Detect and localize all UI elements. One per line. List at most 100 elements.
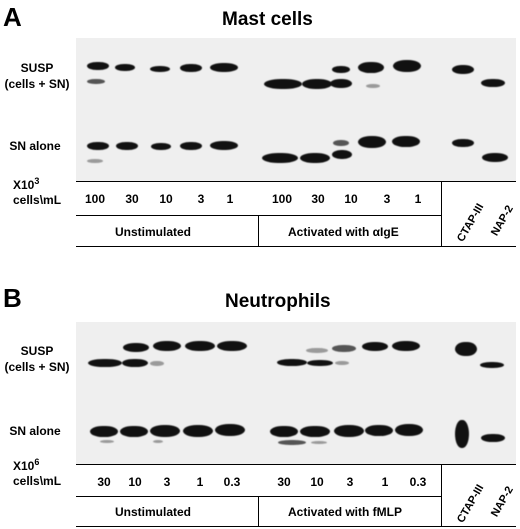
panel-b-condition-activated: Activated with fMLP — [288, 505, 403, 519]
panel-a-band — [330, 79, 352, 88]
panel-b-unit-rest: cells\mL — [13, 474, 62, 488]
panel-b-band — [332, 345, 356, 352]
panel-b-band — [455, 342, 477, 356]
panel-b-band — [311, 441, 327, 444]
panel-b-band — [365, 425, 393, 436]
panel-a-conc-2: 30 — [125, 192, 139, 206]
panel-a-band — [262, 153, 298, 163]
panel-a-band — [358, 136, 386, 148]
panel-b-conc-2: 10 — [128, 475, 142, 489]
panel-a-band — [150, 66, 170, 72]
panel-b-band — [88, 359, 122, 367]
panel-a-susp-label-line1: SUSP — [20, 61, 54, 75]
panel-b-conc-4: 1 — [196, 475, 204, 489]
panel-b-band — [362, 342, 388, 351]
panel-a-conc-6: 100 — [271, 192, 293, 206]
panel-a-band — [332, 66, 350, 73]
panel-a-conditions-separator — [258, 215, 259, 246]
panel-a-bottom-line — [76, 246, 516, 247]
panel-a-conc-8: 10 — [344, 192, 358, 206]
panel-b-band — [183, 425, 213, 437]
panel-b-susp-label-line1: SUSP — [20, 344, 54, 358]
panel-a-band — [151, 143, 171, 150]
panel-b-band — [217, 341, 247, 351]
panel-a-unit: X103 cells\mL — [13, 174, 61, 208]
panel-b-bottom-line — [76, 526, 516, 527]
panel-a-conc-7: 30 — [311, 192, 325, 206]
panel-b-band — [185, 341, 215, 351]
panel-b-conc-8: 3 — [346, 475, 354, 489]
panel-b-band — [215, 424, 245, 436]
panel-b-conc-7: 10 — [310, 475, 324, 489]
panel-a-band — [392, 136, 420, 147]
panel-b-band — [480, 362, 504, 368]
panel-b-susp-label-line2: (cells + SN) — [4, 360, 70, 374]
panel-b-band — [100, 440, 114, 443]
panel-a-band — [210, 63, 238, 72]
panel-b-conc-3: 3 — [163, 475, 171, 489]
panel-a-band — [264, 79, 302, 89]
panel-a-title: Mast cells — [222, 9, 313, 30]
panel-b-unit-exp: 6 — [34, 457, 40, 467]
panel-a-band — [115, 64, 135, 71]
panel-b-band — [150, 425, 180, 437]
panel-a-band — [116, 142, 138, 150]
panel-b-band — [90, 426, 118, 437]
panel-a-band — [302, 79, 332, 89]
panel-a-conc-3: 10 — [159, 192, 173, 206]
panel-a-conc-4: 3 — [197, 192, 205, 206]
panel-b-conditions-separator — [258, 496, 259, 526]
panel-b-band — [335, 361, 349, 365]
panel-b-condition-unstimulated: Unstimulated — [115, 505, 192, 519]
panel-b-band — [123, 343, 149, 352]
panel-b-unit-base: X10 — [13, 459, 35, 473]
panel-a-band — [87, 159, 103, 163]
panel-b-conc-1: 30 — [97, 475, 111, 489]
panel-b-band — [455, 420, 469, 448]
panel-b-band — [278, 440, 306, 445]
panel-a-band — [300, 153, 330, 163]
panel-b-std-nap: NAP-2 — [489, 484, 516, 519]
panel-b-band — [270, 426, 298, 437]
panel-b-band — [307, 360, 333, 366]
panel-a-conc-10: 1 — [414, 192, 422, 206]
panel-a-std-ctap: CTAP-III — [455, 201, 487, 244]
panel-a-band — [452, 65, 474, 74]
panel-a-conc-9: 3 — [383, 192, 391, 206]
panel-b-band — [153, 440, 163, 443]
panel-b-band — [277, 359, 307, 366]
panel-b-unit: X106 cells\mL — [13, 455, 61, 489]
panel-b-susp-label: SUSP (cells + SN) — [2, 343, 72, 375]
panel-b-band — [122, 359, 148, 367]
panel-b-axis-line — [76, 464, 516, 465]
panel-b-sn-label: SN alone — [9, 424, 61, 438]
panel-a-band — [210, 141, 238, 150]
panel-b-band — [481, 434, 505, 442]
panel-a-band — [358, 62, 384, 73]
panel-a-band — [366, 84, 380, 88]
panel-a-band — [452, 139, 474, 147]
panel-a-std-nap: NAP-2 — [489, 203, 516, 238]
panel-b-conc-5: 0.3 — [223, 475, 241, 489]
panel-a-band — [87, 79, 105, 84]
panel-a-condition-unstimulated: Unstimulated — [115, 225, 192, 239]
panel-b-band — [395, 424, 423, 436]
panel-a-band — [332, 150, 352, 159]
panel-b-band — [300, 426, 330, 437]
panel-b-band — [120, 426, 148, 437]
panel-a-condition-activated: Activated with αIgE — [288, 225, 399, 239]
panel-b-standards-divider — [441, 464, 442, 526]
panel-a-band — [180, 64, 202, 72]
panel-a-susp-label: SUSP (cells + SN) — [2, 60, 72, 92]
panel-b-letter: B — [3, 283, 22, 313]
panel-b-band — [150, 361, 164, 366]
panel-b-band — [153, 341, 181, 351]
panel-a-conc-1: 100 — [84, 192, 106, 206]
panel-a-band — [180, 142, 202, 150]
panel-a-band — [87, 62, 109, 70]
panel-a-band — [333, 140, 349, 146]
panel-a-susp-label-line2: (cells + SN) — [4, 77, 70, 91]
panel-a-unit-exp: 3 — [34, 176, 40, 186]
panel-a-standards-divider — [441, 181, 442, 246]
panel-b-conc-6: 30 — [277, 475, 291, 489]
